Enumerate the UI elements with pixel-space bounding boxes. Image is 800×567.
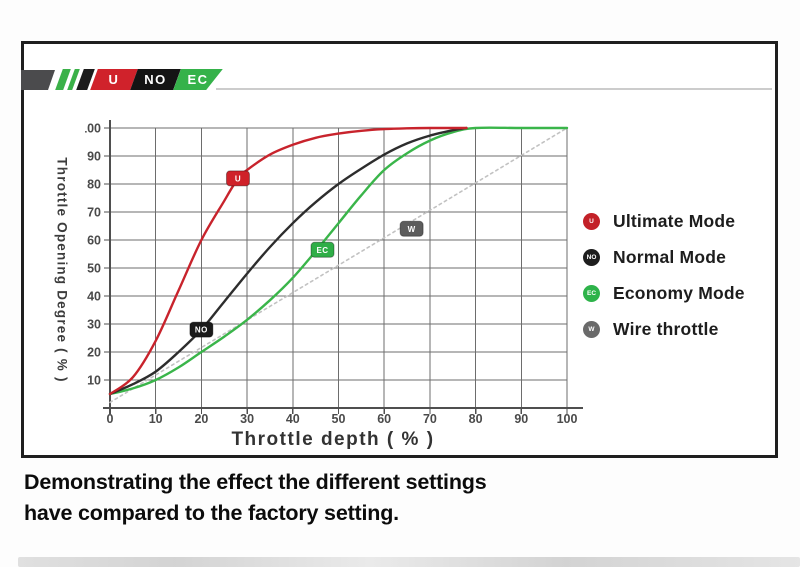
legend-label: Wire throttle [613, 318, 719, 339]
svg-text:90: 90 [514, 412, 528, 426]
svg-text:100: 100 [557, 412, 578, 426]
svg-text:50: 50 [87, 262, 101, 276]
chart-frame [21, 41, 778, 458]
y-axis-label: Throttle Opening Degree ( % ) [54, 157, 70, 383]
svg-text:60: 60 [87, 234, 101, 248]
svg-text:80: 80 [469, 412, 483, 426]
chart-ticks [104, 127, 568, 414]
svg-text:100: 100 [85, 122, 101, 136]
scan-edge-artifact [18, 557, 800, 567]
svg-text:W: W [408, 225, 416, 234]
svg-text:70: 70 [423, 412, 437, 426]
svg-text:20: 20 [87, 346, 101, 360]
svg-text:20: 20 [194, 412, 208, 426]
legend-label: Ultimate Mode [613, 210, 736, 231]
caption-line-1: Demonstrating the effect the different s… [24, 470, 487, 494]
legend-item-normal: NO Normal Mode [583, 244, 745, 270]
svg-text:30: 30 [240, 412, 254, 426]
curve-badge-u: U [225, 170, 250, 187]
curve-badge-w: W [399, 220, 424, 237]
ultimate-mode-dot-icon: U [583, 212, 600, 230]
logo-segment-u-label: U [108, 72, 120, 87]
curve-ultimate-mode [108, 126, 468, 396]
legend-item-wire: W Wire throttle [583, 316, 745, 342]
svg-text:10: 10 [87, 374, 101, 388]
logo-segment-no: NO [130, 69, 181, 90]
svg-text:10: 10 [149, 412, 163, 426]
wire-throttle-dot-icon: W [583, 320, 600, 338]
logo-segment-no-label: NO [144, 72, 167, 87]
normal-mode-dot-icon: NO [583, 248, 600, 266]
legend-item-economy: EC Economy Mode [583, 280, 745, 306]
svg-text:90: 90 [87, 150, 101, 164]
svg-text:NO: NO [195, 326, 208, 335]
curve-normal-mode [108, 126, 468, 396]
logo-rule-line [216, 88, 772, 90]
legend-item-ultimate: U Ultimate Mode [583, 208, 745, 234]
svg-text:U: U [235, 174, 241, 183]
svg-text:70: 70 [87, 206, 101, 220]
svg-text:0: 0 [107, 412, 114, 426]
svg-text:60: 60 [377, 412, 391, 426]
svg-text:EC: EC [316, 246, 328, 255]
svg-text:40: 40 [286, 412, 300, 426]
caption-line-2: have compared to the factory setting. [24, 501, 399, 525]
curve-wire-throttle [109, 127, 568, 404]
curve-badge-no: NO [189, 321, 214, 338]
svg-text:50: 50 [332, 412, 346, 426]
legend-label: Normal Mode [613, 246, 727, 267]
svg-text:80: 80 [87, 178, 101, 192]
chart-tick-labels: 0 10 20 30 40 50 60 70 80 90 100 10 20 30 40 50 60 70 80 90… [85, 122, 577, 427]
figure-caption: Demonstrating the effect the different s… [24, 467, 487, 529]
economy-mode-dot-icon: EC [583, 284, 600, 302]
logo-bar [21, 70, 55, 90]
throttle-chart-svg: 0 10 20 30 40 50 60 70 80 90 100 10 20 30 40 50 60 70 80 90… [85, 120, 583, 427]
curve-badge-ec: EC [310, 241, 335, 258]
chart-legend: U Ultimate Mode NO Normal Mode EC Econom… [583, 208, 745, 352]
legend-label: Economy Mode [613, 282, 745, 303]
svg-text:30: 30 [87, 318, 101, 332]
x-axis-label: Throttle depth ( % ) [231, 429, 435, 450]
chart-axes [103, 120, 583, 414]
svg-text:40: 40 [87, 290, 101, 304]
